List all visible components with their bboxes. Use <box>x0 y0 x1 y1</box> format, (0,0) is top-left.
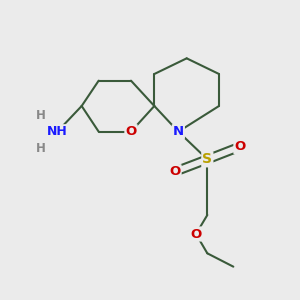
Text: S: S <box>202 152 212 166</box>
Text: O: O <box>234 140 246 153</box>
Text: H: H <box>36 109 46 122</box>
Text: H: H <box>36 142 46 155</box>
Text: O: O <box>190 227 202 241</box>
Text: O: O <box>169 165 181 178</box>
Text: O: O <box>125 125 136 138</box>
Text: NH: NH <box>47 125 68 138</box>
Text: N: N <box>173 125 184 138</box>
